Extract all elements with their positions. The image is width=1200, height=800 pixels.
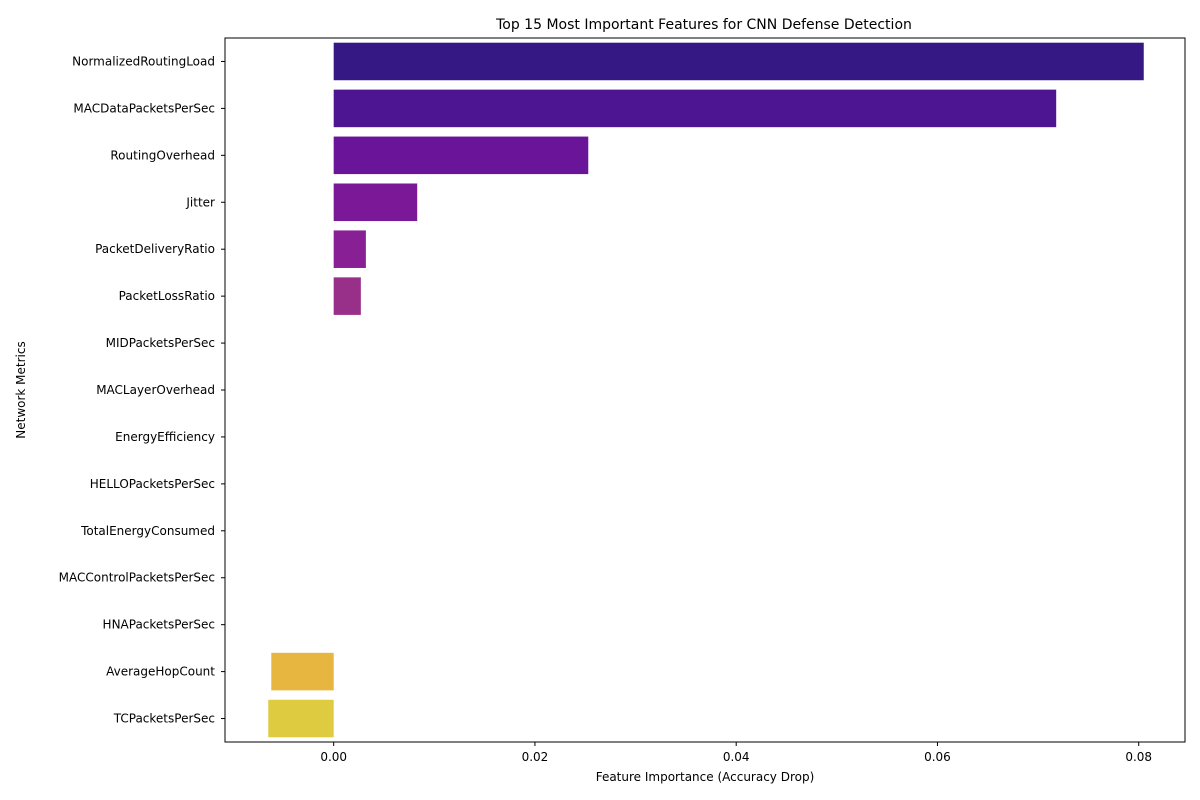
- y-tick-label: MACDataPacketsPerSec: [73, 101, 215, 115]
- y-tick-label: HELLOPacketsPerSec: [90, 477, 215, 491]
- bar-PacketDeliveryRatio: [333, 230, 366, 268]
- bar-RoutingOverhead: [333, 136, 589, 175]
- y-tick-label: MACLayerOverhead: [96, 383, 215, 397]
- x-tick-label: 0.06: [924, 750, 951, 764]
- bar-Jitter: [333, 183, 418, 222]
- bar-TCPacketsPerSec: [268, 699, 334, 738]
- bars-layer: [268, 42, 1144, 738]
- y-tick-label: MACControlPacketsPerSec: [59, 571, 215, 585]
- y-tick-label: PacketDeliveryRatio: [95, 242, 215, 256]
- x-tick-label: 0.08: [1125, 750, 1152, 764]
- y-tick-label: HNAPacketsPerSec: [103, 618, 215, 632]
- y-tick-label: Jitter: [185, 195, 215, 209]
- x-axis-title: Feature Importance (Accuracy Drop): [596, 770, 815, 784]
- y-axis-title: Network Metrics: [14, 341, 28, 438]
- x-tick-label: 0.00: [320, 750, 347, 764]
- y-axis: NormalizedRoutingLoad MACDataPacketsPerSe…: [59, 54, 225, 726]
- bar-MACDataPacketsPerSec: [333, 89, 1057, 128]
- y-tick-label: MIDPacketsPerSec: [106, 336, 215, 350]
- chart-title: Top 15 Most Important Features for CNN D…: [495, 17, 912, 33]
- bar-AverageHopCount: [271, 652, 334, 691]
- bar-PacketLossRatio: [333, 277, 361, 315]
- x-tick-label: 0.04: [723, 750, 750, 764]
- x-axis: 0.00 0.02 0.04 0.06 0.08: [320, 742, 1152, 764]
- y-tick-label: PacketLossRatio: [119, 289, 215, 303]
- y-tick-label: NormalizedRoutingLoad: [72, 54, 215, 68]
- y-tick-label: TotalEnergyConsumed: [80, 524, 215, 538]
- y-tick-label: TCPacketsPerSec: [113, 712, 215, 726]
- y-tick-label: EnergyEfficiency: [115, 430, 215, 444]
- y-tick-label: AverageHopCount: [106, 665, 215, 679]
- x-tick-label: 0.02: [522, 750, 549, 764]
- y-tick-label: RoutingOverhead: [110, 148, 215, 162]
- bar-NormalizedRoutingLoad: [333, 42, 1144, 81]
